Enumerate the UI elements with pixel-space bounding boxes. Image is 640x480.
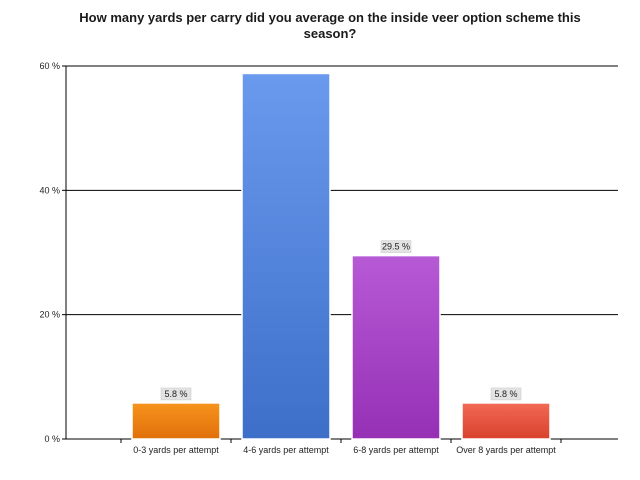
x-tick-label: 6-8 yards per attempt xyxy=(353,445,439,455)
bars xyxy=(131,72,551,440)
bar xyxy=(131,402,221,440)
bar xyxy=(241,72,331,440)
x-tick-label: 4-6 yards per attempt xyxy=(243,445,329,455)
data-label-box xyxy=(490,387,522,401)
data-label-box xyxy=(380,240,412,253)
labels: 0-3 yards per attempt 5.8 % 4-6 yards per … xyxy=(133,240,556,455)
y-tick-label: 0 % xyxy=(44,434,60,444)
y-tick-label: 20 % xyxy=(39,310,60,320)
y-tick-label: 40 % xyxy=(39,185,60,195)
y-tick-label: 60 % xyxy=(39,61,60,71)
grid-lines xyxy=(66,65,618,316)
data-label: 5.8 % xyxy=(494,389,517,399)
chart-title: How many yards per carry did you average… xyxy=(79,10,581,41)
bar xyxy=(461,402,551,440)
bar xyxy=(351,254,441,440)
data-label: 29.5 % xyxy=(382,242,410,252)
x-tick-label: 0-3 yards per attempt xyxy=(133,445,219,455)
data-label-box xyxy=(160,387,192,401)
x-tick-label: Over 8 yards per attempt xyxy=(456,445,556,455)
data-label: 5.8 % xyxy=(164,389,187,399)
